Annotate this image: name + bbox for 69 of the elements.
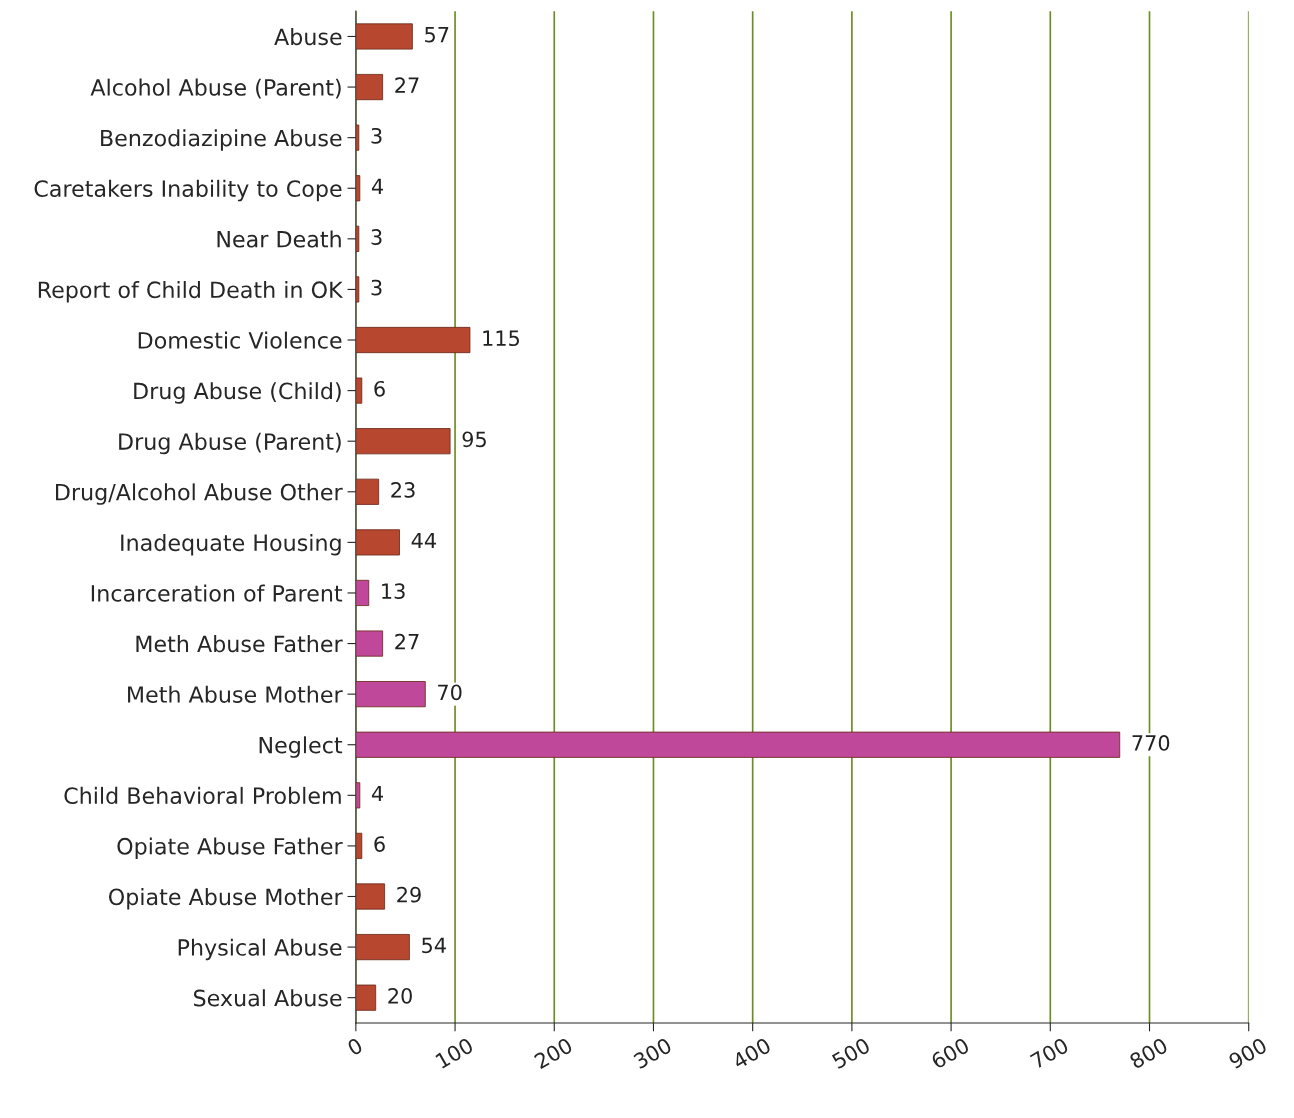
- bar: [355, 579, 370, 607]
- data-label: 20: [388, 987, 412, 1004]
- data-label: 13: [382, 583, 405, 599]
- y-tick-label: Drug/Alcohol Abuse Other: [56, 483, 343, 505]
- data-label: 115: [483, 330, 519, 347]
- y-tick-label: Inadequate Housing: [121, 533, 341, 556]
- data-label: 3: [371, 127, 382, 144]
- data-label: 27: [395, 633, 419, 650]
- bar: [355, 731, 1121, 758]
- y-tick-label: Alcohol Abuse (Parent): [90, 78, 341, 99]
- bar: [355, 124, 360, 151]
- data-label: 3: [371, 279, 382, 296]
- bar: [355, 883, 386, 910]
- data-label: 57: [425, 27, 449, 43]
- data-label: 4: [371, 785, 384, 802]
- x-tick-label: 500: [831, 1037, 871, 1070]
- data-label: 6: [374, 836, 385, 852]
- y-tick-label: Near Death: [217, 230, 341, 248]
- bar: [355, 276, 360, 303]
- bar: [355, 984, 377, 1011]
- x-tick-label: 100: [434, 1037, 475, 1069]
- y-tick-label: Meth Abuse Father: [136, 635, 343, 653]
- data-label: 27: [395, 77, 419, 93]
- x-tick-label: 700: [1029, 1037, 1070, 1070]
- data-label: 29: [397, 886, 421, 903]
- bar: [355, 934, 410, 961]
- y-tick-label: Caretakers Inability to Cope: [34, 179, 342, 202]
- data-label: 95: [462, 431, 486, 448]
- bar: [355, 175, 361, 202]
- x-tick-label: 0: [346, 1037, 364, 1057]
- y-tick-label: Opiate Abuse Mother: [108, 888, 343, 910]
- y-tick-label: Drug Abuse (Child): [134, 382, 341, 404]
- bar: [355, 74, 384, 101]
- y-tick-label: Sexual Abuse: [194, 989, 342, 1007]
- x-tick-label: 800: [1128, 1037, 1169, 1070]
- y-tick-label: Abuse: [274, 28, 342, 46]
- y-tick-label: Opiate Abuse Father: [117, 837, 343, 859]
- y-tick-label: Domestic Violence: [138, 331, 342, 349]
- y-tick-label: Physical Abuse: [178, 938, 342, 961]
- x-tick-label: 200: [533, 1037, 574, 1070]
- bar: [355, 681, 426, 708]
- bar: [355, 630, 384, 657]
- bar: [355, 326, 471, 354]
- y-tick-label: Meth Abuse Mother: [128, 685, 343, 703]
- x-tick-label: 900: [1227, 1037, 1268, 1070]
- bar: [355, 782, 361, 809]
- data-label: 70: [438, 684, 462, 701]
- data-label: 770: [1132, 735, 1170, 751]
- bar: [355, 377, 363, 404]
- bar: [355, 529, 400, 556]
- x-tick-label: 400: [731, 1037, 772, 1070]
- y-tick-label: Neglect: [259, 736, 343, 758]
- bar: [355, 23, 413, 50]
- y-tick-label: Benzodiazipine Abuse: [101, 129, 342, 151]
- bar: [355, 428, 451, 455]
- x-tick-label: 300: [632, 1037, 673, 1070]
- data-label: 4: [371, 178, 384, 194]
- x-tick-label: 600: [930, 1037, 971, 1070]
- bar: [355, 832, 363, 859]
- data-label: 54: [422, 937, 446, 954]
- y-tick-label: Incarceration of Parent: [91, 584, 343, 602]
- bar: [355, 478, 380, 505]
- y-tick-label: Report of Child Death in OK: [38, 280, 344, 303]
- data-label: 3: [371, 229, 382, 245]
- y-tick-label: Child Behavioral Problem: [64, 786, 341, 805]
- data-label: 23: [391, 482, 415, 498]
- y-tick-label: Drug Abuse (Parent): [119, 432, 341, 455]
- data-label: 6: [374, 380, 385, 397]
- data-label: 44: [411, 532, 436, 549]
